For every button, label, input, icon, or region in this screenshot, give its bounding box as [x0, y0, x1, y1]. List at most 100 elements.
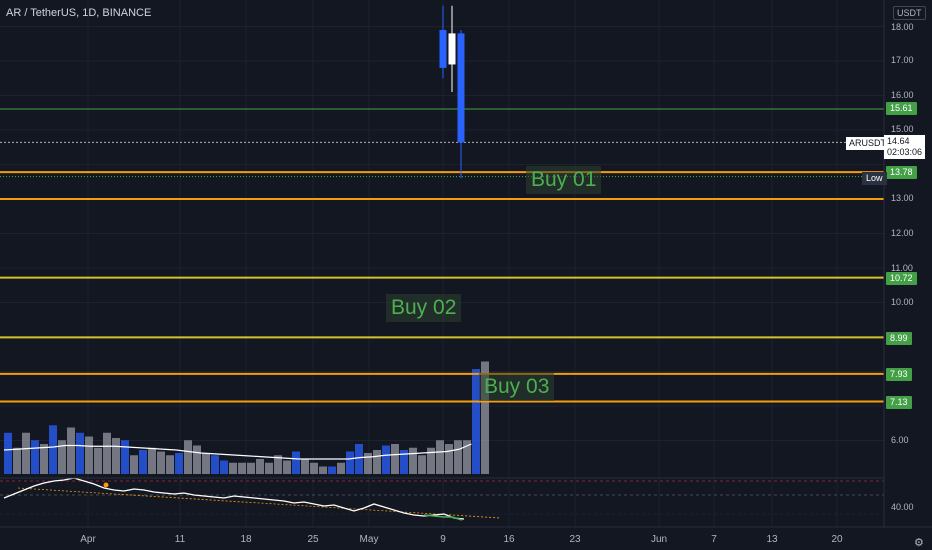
time-tick: 25 [307, 534, 319, 545]
indicator-tick: 40.00 [891, 502, 914, 512]
volume-bar [220, 460, 228, 474]
volume-bar [472, 369, 480, 474]
volume-bar [247, 462, 255, 474]
volume-bar [436, 440, 444, 474]
buy-02-annotation[interactable]: Buy 02 [386, 294, 462, 322]
volume-ma-line [3, 443, 472, 460]
volume-bar [157, 451, 165, 474]
volume-bar [13, 447, 21, 474]
volume-bar [409, 447, 417, 474]
price-tick: 13.00 [891, 193, 914, 203]
rsi-indicator-pane [0, 477, 884, 521]
volume-bar [337, 462, 345, 474]
volume-bar [94, 447, 102, 474]
time-tick: 9 [440, 534, 446, 545]
volume-bar [238, 462, 246, 474]
volume-bar [373, 450, 381, 474]
volume-bar [4, 432, 12, 474]
volume-bar [418, 455, 426, 474]
time-tick: Apr [80, 534, 96, 545]
price-tick: 18.00 [891, 22, 914, 32]
price-tick: 11.00 [891, 263, 913, 273]
time-tick: 7 [711, 534, 717, 545]
volume-bar [346, 451, 354, 474]
level-tag: 10.72 [886, 272, 917, 285]
volume-bar [31, 440, 39, 474]
volume-bar [166, 455, 174, 474]
volume-bar [193, 445, 201, 474]
time-tick: Jun [650, 534, 668, 545]
buy-03-annotation[interactable]: Buy 03 [479, 373, 555, 401]
ticker-tag: ARUSDT [846, 137, 890, 150]
volume-bar [130, 455, 138, 474]
level-tag: 15.61 [886, 102, 917, 115]
level-tag: 13.78 [886, 166, 917, 179]
horizontal-levels [0, 108, 884, 403]
price-tick: 16.00 [891, 90, 914, 100]
volume-bar [49, 425, 57, 474]
volume-bar [328, 466, 336, 474]
candle-body [439, 29, 447, 68]
volume-bar [382, 445, 390, 474]
volume-bar [58, 440, 66, 474]
volume-bar [283, 460, 291, 474]
rsi-divergence-line [17, 487, 501, 519]
time-tick: May [359, 534, 379, 545]
volume-bar [319, 466, 327, 474]
volume-bar [184, 440, 192, 474]
price-tick: 15.00 [891, 124, 914, 134]
volume-bar [22, 432, 30, 474]
price-tick: 12.00 [891, 228, 914, 238]
time-tick: 20 [831, 534, 843, 545]
volume-histogram [3, 361, 489, 474]
volume-bar [103, 432, 111, 474]
symbol-title[interactable]: AR / TetherUS, 1D, BINANCE [6, 7, 152, 19]
current-price-tag: 14.64 02:03:06 [884, 135, 926, 159]
level-tag: 8.99 [886, 332, 912, 345]
volume-bar [85, 436, 93, 474]
rsi-marker [103, 482, 109, 488]
volume-bar [265, 462, 273, 474]
volume-bar [112, 438, 120, 474]
candlesticks [439, 5, 465, 179]
candle-body [457, 33, 465, 143]
volume-bar [67, 427, 75, 474]
bar-countdown: 02:03:06 [887, 147, 923, 157]
currency-label[interactable]: USDT [893, 6, 926, 20]
volume-bar [391, 444, 399, 474]
level-tag: 7.13 [886, 396, 912, 409]
volume-bar [202, 453, 210, 474]
volume-bar [454, 440, 462, 474]
time-tick: 13 [766, 534, 778, 545]
time-tick: 23 [569, 534, 581, 545]
volume-bar [274, 455, 282, 474]
volume-bar [301, 459, 309, 474]
buy-01-annotation[interactable]: Buy 01 [526, 166, 602, 194]
candle-body [448, 33, 456, 65]
volume-bar [229, 462, 237, 474]
volume-bar [76, 432, 84, 474]
gear-icon[interactable]: ⚙ [914, 537, 924, 549]
volume-bar [148, 447, 156, 474]
price-tick: 10.00 [891, 297, 914, 307]
volume-bar [292, 451, 300, 474]
volume-bar [400, 450, 408, 474]
volume-bar [355, 444, 363, 474]
volume-bar [310, 462, 318, 474]
current-price: 14.64 [887, 136, 910, 146]
volume-bar [481, 361, 489, 474]
volume-bar [463, 440, 471, 474]
rsi-line [3, 477, 465, 520]
volume-bar [427, 447, 435, 474]
volume-bar [256, 459, 264, 474]
volume-bar [364, 453, 372, 474]
volume-bar [139, 450, 147, 474]
volume-bar [40, 444, 48, 474]
rsi-line-recent [423, 514, 463, 521]
volume-bar [175, 453, 183, 474]
time-tick: 18 [240, 534, 252, 545]
time-tick: 11 [174, 534, 186, 545]
price-tick: 17.00 [891, 55, 914, 65]
low-label: Low [862, 172, 887, 185]
